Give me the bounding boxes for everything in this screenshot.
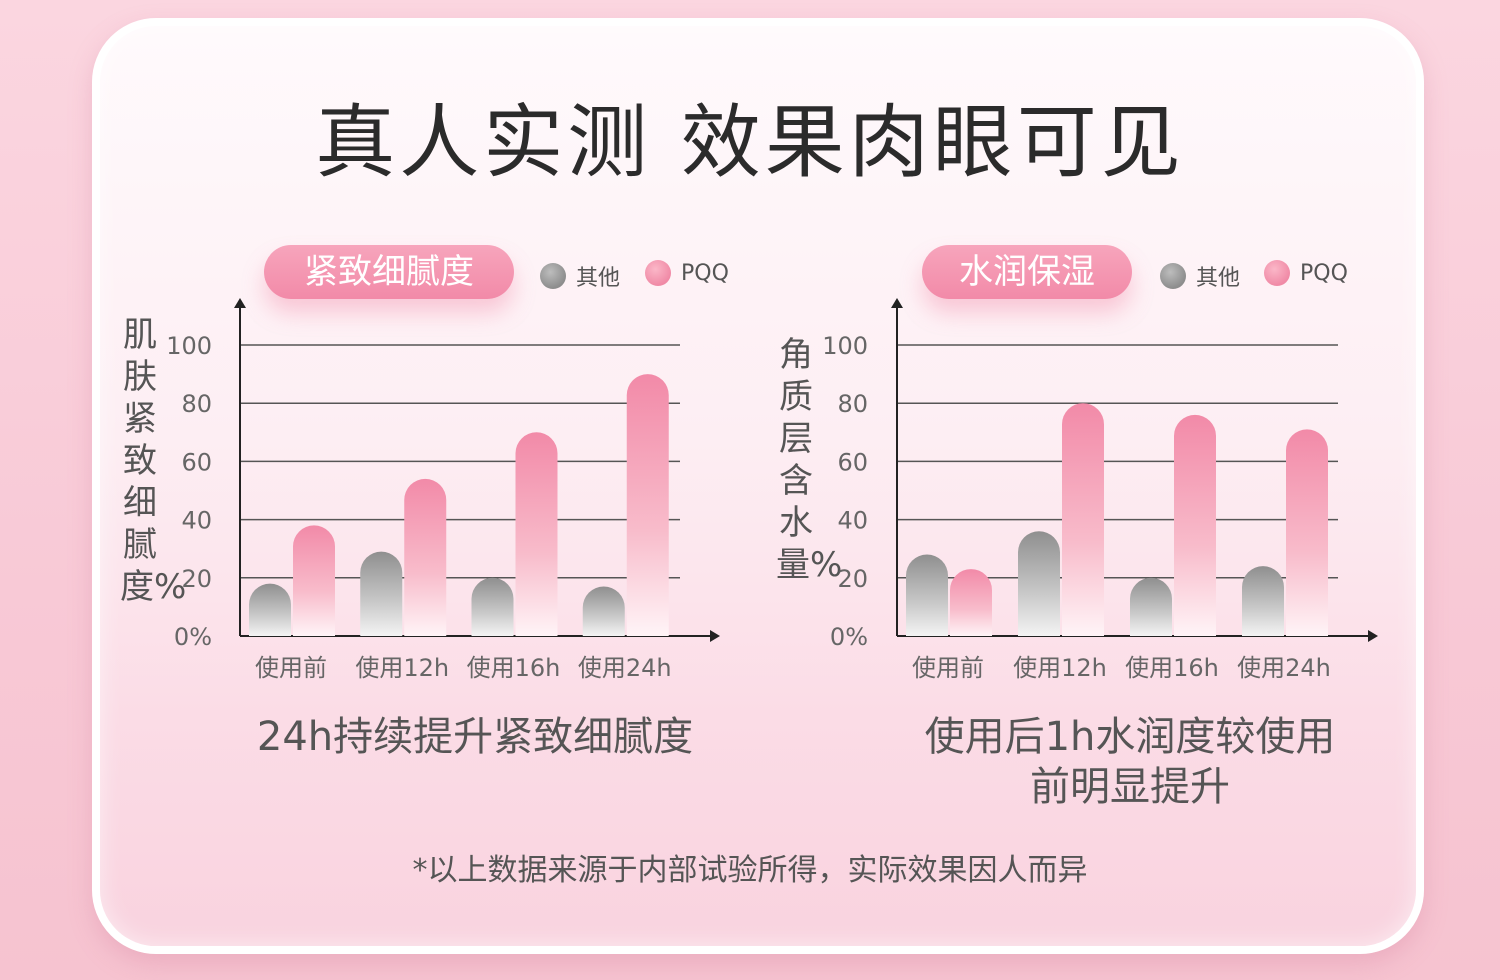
bar-pqq	[1174, 414, 1216, 636]
bar-other	[1242, 566, 1284, 636]
chart-2-plot: 0% 20 40 60 80 100 使用前 使用12h 使用16h 使用24h	[822, 298, 1378, 682]
y-tick-label: 20	[837, 565, 868, 593]
x-tick-label: 使用前	[255, 654, 327, 682]
chart-2-legend-other: 其他	[1160, 260, 1240, 292]
chart-1-title-badge: 紧致细腻度	[264, 245, 514, 299]
chart-1-legend-other: 其他	[540, 260, 620, 292]
y-tick-label: 0%	[830, 623, 868, 651]
legend-label-pqq: PQQ	[1300, 260, 1348, 286]
chart-1-caption: 24h持续提升紧致细腻度	[256, 714, 694, 760]
legend-dot-gray-icon	[540, 263, 566, 289]
y-tick-label: 20	[181, 565, 212, 593]
legend-label-pqq: PQQ	[681, 260, 729, 286]
y-tick-label: 80	[837, 390, 868, 418]
y-axis-arrow-icon	[234, 298, 246, 308]
y-tick-label: 100	[166, 332, 212, 360]
y-tick-label: 60	[837, 448, 868, 476]
bar-pqq	[1062, 403, 1104, 636]
legend-label-other: 其他	[1196, 266, 1241, 291]
bar-pqq	[404, 478, 447, 636]
y-tick-label: 60	[181, 448, 212, 476]
bar-other	[249, 583, 291, 636]
x-tick-label: 使用16h	[1125, 654, 1219, 682]
footnote: *以上数据来源于内部试验所得，实际效果因人而异	[412, 853, 1088, 888]
legend-label-other: 其他	[576, 266, 621, 291]
chart-2-title-badge: 水润保湿	[922, 245, 1132, 299]
bar-pqq	[293, 525, 335, 636]
bar-pqq	[950, 569, 992, 636]
bar-other	[1018, 531, 1060, 636]
x-tick-label: 使用24h	[578, 654, 672, 682]
x-tick-label: 使用12h	[355, 654, 449, 682]
x-tick-label: 使用16h	[467, 654, 561, 682]
y-tick-label: 40	[181, 507, 212, 535]
bar-other	[360, 551, 403, 636]
x-axis-arrow-icon	[1368, 630, 1378, 642]
y-axis-arrow-icon	[891, 298, 903, 308]
bar-other	[471, 577, 514, 636]
chart-2-caption: 使用后1h水润度较使用前明显提升	[924, 714, 1336, 810]
y-tick-label: 0%	[174, 623, 212, 651]
x-tick-label: 使用24h	[1237, 654, 1331, 682]
bar-pqq	[515, 432, 558, 636]
page-title: 真人实测 效果肉眼可见	[315, 96, 1185, 189]
x-tick-label: 使用12h	[1013, 654, 1107, 682]
bar-other	[906, 554, 948, 636]
bar-other	[582, 586, 625, 636]
legend-dot-pink-icon	[1264, 260, 1290, 286]
y-tick-label: 40	[837, 507, 868, 535]
bar-other	[1130, 577, 1172, 636]
chart-1-plot: 0% 20 40 60 80 100 使用前 使用12h 使用16h 使用24h	[166, 298, 720, 682]
bar-pqq	[626, 374, 669, 636]
legend-dot-gray-icon	[1160, 263, 1186, 289]
chart-1-legend-pqq: PQQ	[645, 260, 729, 286]
x-tick-label: 使用前	[912, 654, 984, 682]
y-tick-label: 100	[822, 332, 868, 360]
y-tick-label: 80	[181, 390, 212, 418]
legend-dot-pink-icon	[645, 260, 671, 286]
chart-2-legend-pqq: PQQ	[1264, 260, 1348, 286]
x-axis-arrow-icon	[710, 630, 720, 642]
bar-pqq	[1286, 429, 1328, 636]
